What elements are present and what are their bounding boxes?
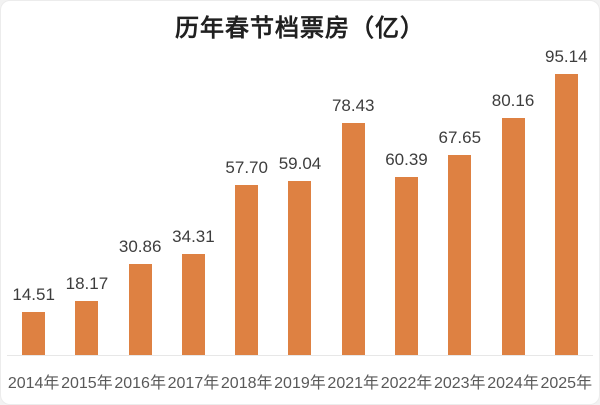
bar-column: 78.43 (327, 96, 380, 355)
bar-value-label: 59.04 (278, 154, 322, 173)
bar-column: 80.16 (486, 91, 539, 355)
bar-column: 30.86 (114, 237, 167, 355)
bar-value-label: 60.39 (385, 150, 428, 169)
bar-value-label: 34.31 (172, 227, 215, 246)
bar-value-label: 67.65 (438, 128, 482, 147)
bar-column: 34.31 (167, 227, 220, 355)
x-axis-label: 2024年 (487, 374, 539, 392)
bar-value-label: 80.16 (491, 91, 535, 110)
bar-value-label: 18.17 (65, 274, 109, 293)
bar-value-label: 30.86 (118, 237, 162, 256)
x-axis-label: 2019年 (274, 374, 326, 392)
bar (181, 254, 205, 355)
bar-column: 57.70 (220, 158, 273, 355)
bar (394, 177, 418, 355)
bar (22, 312, 46, 355)
bar-column: 14.51 (7, 285, 60, 355)
bar (554, 74, 578, 355)
bar (501, 118, 525, 355)
chart-title: 历年春节档票房（亿） (175, 15, 425, 42)
bar (235, 185, 259, 355)
bar (341, 123, 365, 355)
x-axis: 2014年 2015年 2016年 2017年 2018年 2019年 2021年 2022年… (7, 357, 593, 404)
x-axis-label: 2021年 (327, 374, 380, 392)
x-axis-label: 2025年 (540, 374, 593, 392)
x-axis-label: 2017年 (167, 374, 220, 392)
x-axis-label: 2015年 (61, 374, 113, 392)
bar (75, 301, 99, 355)
x-axis-label: 2022年 (380, 374, 433, 392)
bar-column: 59.04 (273, 154, 326, 355)
x-axis-label: 2016年 (114, 374, 166, 392)
bar-column: 67.65 (433, 128, 486, 355)
bar-value-label: 78.43 (331, 96, 375, 115)
bar (128, 264, 152, 355)
x-axis-label: 2023年 (433, 374, 486, 392)
bar-value-label: 95.14 (545, 47, 588, 66)
x-axis-label: 2018年 (220, 374, 273, 392)
bar-column: 18.17 (60, 274, 113, 355)
bar-column: 95.14 (540, 47, 593, 355)
plot-area: 14.51 18.17 30.86 34.31 57.70 59.04 78.43 60.39… (7, 47, 593, 356)
bar-column: 60.39 (380, 150, 433, 355)
bar (288, 181, 312, 355)
bar-value-label: 57.70 (225, 158, 268, 177)
bar (448, 155, 472, 355)
bar-value-label: 14.51 (12, 285, 55, 304)
x-axis-label: 2014年 (7, 374, 60, 392)
